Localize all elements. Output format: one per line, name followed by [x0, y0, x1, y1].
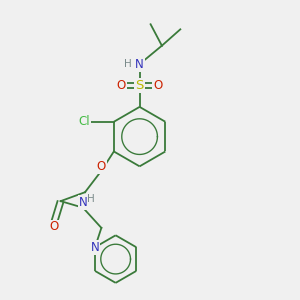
Text: N: N [135, 58, 144, 70]
Text: S: S [135, 79, 144, 92]
Text: H: H [124, 59, 132, 69]
Text: O: O [153, 79, 163, 92]
Text: O: O [116, 79, 126, 92]
Text: O: O [97, 160, 106, 173]
Text: O: O [50, 220, 59, 233]
Text: H: H [87, 194, 95, 204]
Text: Cl: Cl [78, 115, 90, 128]
Text: N: N [91, 241, 99, 254]
Text: N: N [79, 196, 87, 209]
